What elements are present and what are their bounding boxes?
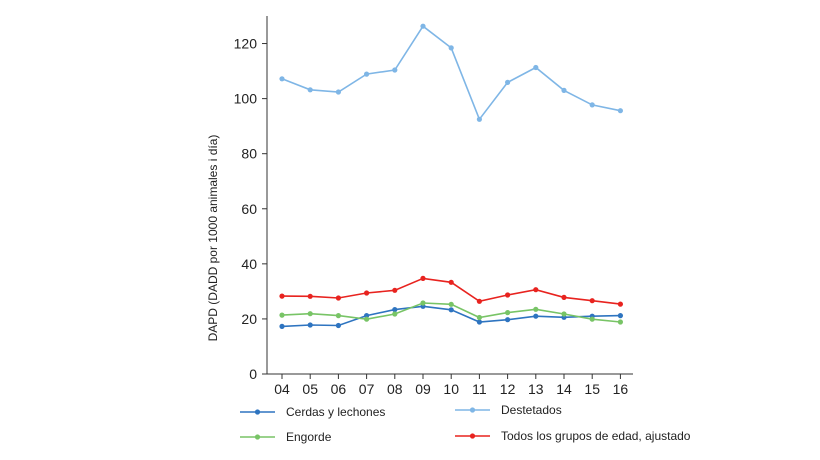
- data-point: [392, 307, 398, 313]
- data-point: [364, 313, 370, 319]
- x-tick-label: 05: [302, 381, 318, 397]
- data-point: [561, 87, 567, 93]
- legend: Cerdas y lechones Destetados Engorde Todos …: [240, 403, 691, 444]
- legend-label: Destetados: [501, 403, 562, 417]
- data-point: [533, 306, 539, 312]
- data-point: [505, 317, 511, 323]
- y-tick-label: 60: [241, 201, 257, 217]
- legend-swatch-marker: [469, 407, 476, 413]
- data-point: [420, 23, 426, 29]
- data-point: [335, 89, 341, 95]
- data-point: [364, 71, 370, 77]
- y-tick-label: 80: [241, 146, 257, 162]
- data-point: [392, 311, 398, 317]
- series-4: [279, 275, 624, 307]
- x-tick-label: 11: [472, 381, 487, 397]
- data-point: [279, 312, 285, 318]
- data-point: [420, 275, 426, 281]
- x-tick-label: 06: [331, 381, 347, 397]
- data-point: [364, 316, 370, 322]
- x-tick-label: 08: [387, 381, 403, 397]
- x-tick-label: 10: [443, 381, 459, 397]
- y-tick-label: 100: [234, 91, 258, 107]
- data-point: [448, 307, 454, 313]
- data-point: [392, 67, 398, 73]
- data-point: [392, 287, 398, 293]
- series-layer: [279, 23, 624, 329]
- data-point: [335, 295, 341, 301]
- data-point: [589, 316, 595, 322]
- data-point: [307, 87, 313, 93]
- data-point: [589, 102, 595, 108]
- data-point: [335, 313, 341, 319]
- x-tick-label: 16: [613, 381, 629, 397]
- x-tick-label: 12: [500, 381, 516, 397]
- data-point: [533, 64, 539, 71]
- x-tick-label: 09: [415, 381, 431, 397]
- data-point: [505, 292, 511, 298]
- legend-swatch-marker: [254, 409, 261, 415]
- data-point: [561, 294, 567, 300]
- data-point: [279, 323, 285, 329]
- x-tick-label: 15: [584, 381, 600, 397]
- data-point: [307, 311, 313, 317]
- legend-label: Engorde: [286, 430, 332, 444]
- data-point: [448, 45, 454, 51]
- legend-item: Engorde: [240, 430, 332, 444]
- x-axis-ticks: 04 05 06 07 08 09 10 11 12 13 14 15 16: [274, 374, 628, 397]
- y-axis-ticks: 0 20 40 60 80 100 120: [234, 36, 267, 382]
- data-point: [617, 319, 624, 325]
- data-point: [505, 310, 511, 316]
- x-tick-label: 13: [528, 381, 544, 397]
- data-point: [307, 293, 313, 299]
- legend-label: Todos los grupos de edad, ajustado: [501, 429, 691, 443]
- data-point: [476, 319, 482, 325]
- x-tick-label: 14: [556, 381, 572, 397]
- data-point: [617, 301, 624, 307]
- data-point: [476, 314, 482, 321]
- data-point: [279, 293, 285, 299]
- data-point: [617, 313, 624, 319]
- legend-label: Cerdas y lechones: [286, 405, 385, 419]
- data-point: [505, 79, 511, 85]
- data-point: [561, 311, 567, 317]
- y-tick-label: 40: [241, 256, 257, 272]
- legend-item: Destetados: [455, 403, 562, 417]
- data-point: [617, 108, 624, 114]
- data-point: [533, 313, 539, 319]
- x-tick-label: 07: [359, 381, 375, 397]
- data-point: [364, 290, 370, 296]
- y-axis-title: DAPD (DADD por 1000 animales i día): [206, 135, 220, 342]
- data-point: [420, 300, 426, 306]
- data-point: [279, 76, 285, 82]
- series-3: [279, 300, 624, 325]
- axes: [266, 16, 633, 375]
- data-point: [589, 298, 595, 304]
- y-tick-label: 120: [234, 36, 258, 52]
- legend-item: Cerdas y lechones: [240, 405, 385, 419]
- data-point: [476, 298, 482, 304]
- legend-swatch-marker: [254, 434, 261, 440]
- data-point: [448, 301, 454, 307]
- data-point: [533, 287, 539, 293]
- data-point: [307, 322, 313, 328]
- data-point: [448, 279, 454, 285]
- y-tick-label: 0: [249, 366, 257, 382]
- series-2: [279, 23, 624, 122]
- data-point: [476, 116, 482, 122]
- series-1: [279, 303, 624, 329]
- legend-swatch-marker: [469, 433, 476, 439]
- x-tick-label: 04: [274, 381, 290, 397]
- legend-item: Todos los grupos de edad, ajustado: [455, 429, 691, 443]
- y-tick-label: 20: [241, 311, 257, 327]
- series-line: [281, 25, 621, 121]
- data-point: [335, 322, 341, 329]
